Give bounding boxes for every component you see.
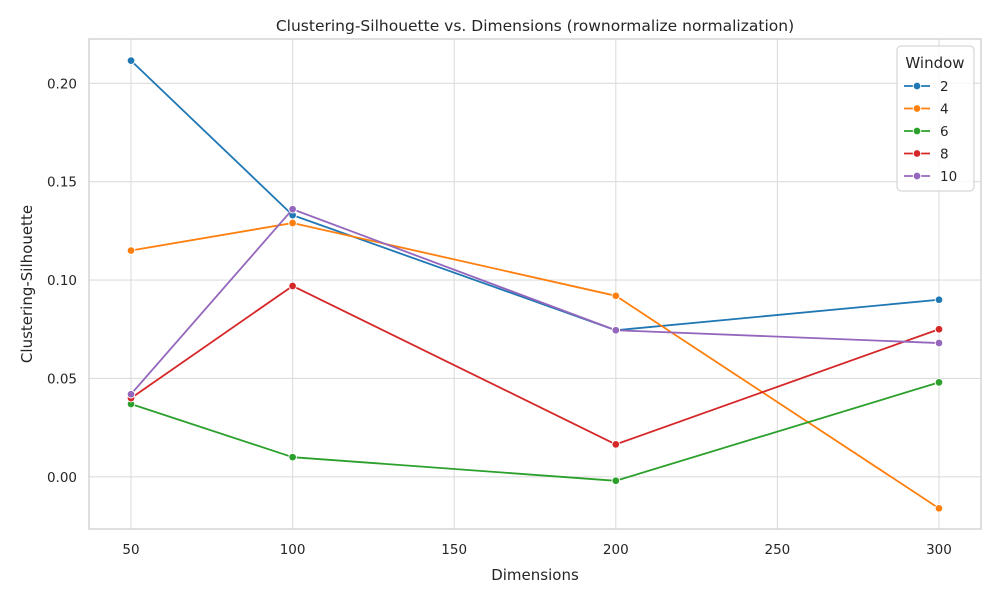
grid — [89, 39, 981, 529]
data-point — [934, 338, 944, 348]
legend-swatch-marker — [912, 149, 922, 158]
y-tick-label: 0.15 — [47, 175, 77, 191]
series-10 — [126, 204, 944, 399]
series-2 — [126, 56, 944, 335]
series-4 — [126, 218, 944, 513]
data-point — [611, 476, 621, 486]
series-line-4 — [130, 222, 940, 510]
data-point — [934, 378, 944, 387]
x-tick-label: 300 — [926, 542, 952, 558]
x-tick-label: 200 — [603, 542, 629, 558]
plot-area-border — [88, 38, 982, 530]
y-tick-label: 0.00 — [47, 470, 77, 486]
series-line-8 — [130, 285, 940, 446]
data-point — [934, 325, 944, 334]
x-axis-label: Dimensions — [491, 566, 579, 584]
data-point — [611, 440, 621, 449]
y-tick-label: 0.05 — [47, 371, 77, 387]
data-point — [288, 281, 297, 291]
data-point — [288, 452, 297, 462]
series-group — [126, 56, 944, 513]
data-point — [934, 504, 944, 513]
series-8 — [126, 281, 944, 449]
legend-label: 2 — [940, 79, 949, 95]
legend-swatch-marker — [912, 171, 922, 181]
chart-title: Clustering-Silhouette vs. Dimensions (ro… — [276, 17, 794, 35]
data-point — [288, 204, 297, 214]
series-line-6 — [130, 381, 940, 482]
legend-label: 10 — [940, 169, 957, 185]
series-6 — [126, 378, 944, 486]
data-point — [611, 291, 621, 301]
y-tick-label: 0.10 — [47, 273, 77, 289]
x-tick-label: 150 — [441, 542, 467, 558]
tick-labels: 50 100 150 200 250 300 0.00 0.05 0.10 0.15 0.20 — [47, 76, 952, 558]
y-tick-label: 0.20 — [47, 76, 77, 92]
legend-label: 8 — [940, 147, 949, 163]
data-point — [288, 218, 297, 228]
legend-items: 2 4 6 8 10 — [904, 79, 957, 185]
legend: Window 2 4 6 8 10 — [896, 45, 975, 192]
legend-swatch-marker — [912, 104, 922, 113]
data-point — [126, 246, 136, 255]
legend-label: 4 — [940, 102, 949, 118]
series-line-10 — [130, 208, 940, 395]
legend-swatch-marker — [912, 81, 922, 91]
legend-swatch-marker — [912, 126, 922, 136]
x-tick-label: 50 — [122, 542, 139, 558]
legend-label: 6 — [940, 124, 949, 140]
x-tick-label: 100 — [280, 542, 306, 558]
data-point — [934, 295, 944, 304]
x-tick-label: 250 — [765, 542, 791, 558]
data-point — [126, 56, 136, 65]
data-point — [611, 325, 621, 335]
y-axis-label: Clustering-Silhouette — [18, 205, 36, 363]
data-point — [126, 389, 136, 399]
series-line-2 — [130, 59, 940, 332]
legend-title: Window — [905, 54, 964, 72]
